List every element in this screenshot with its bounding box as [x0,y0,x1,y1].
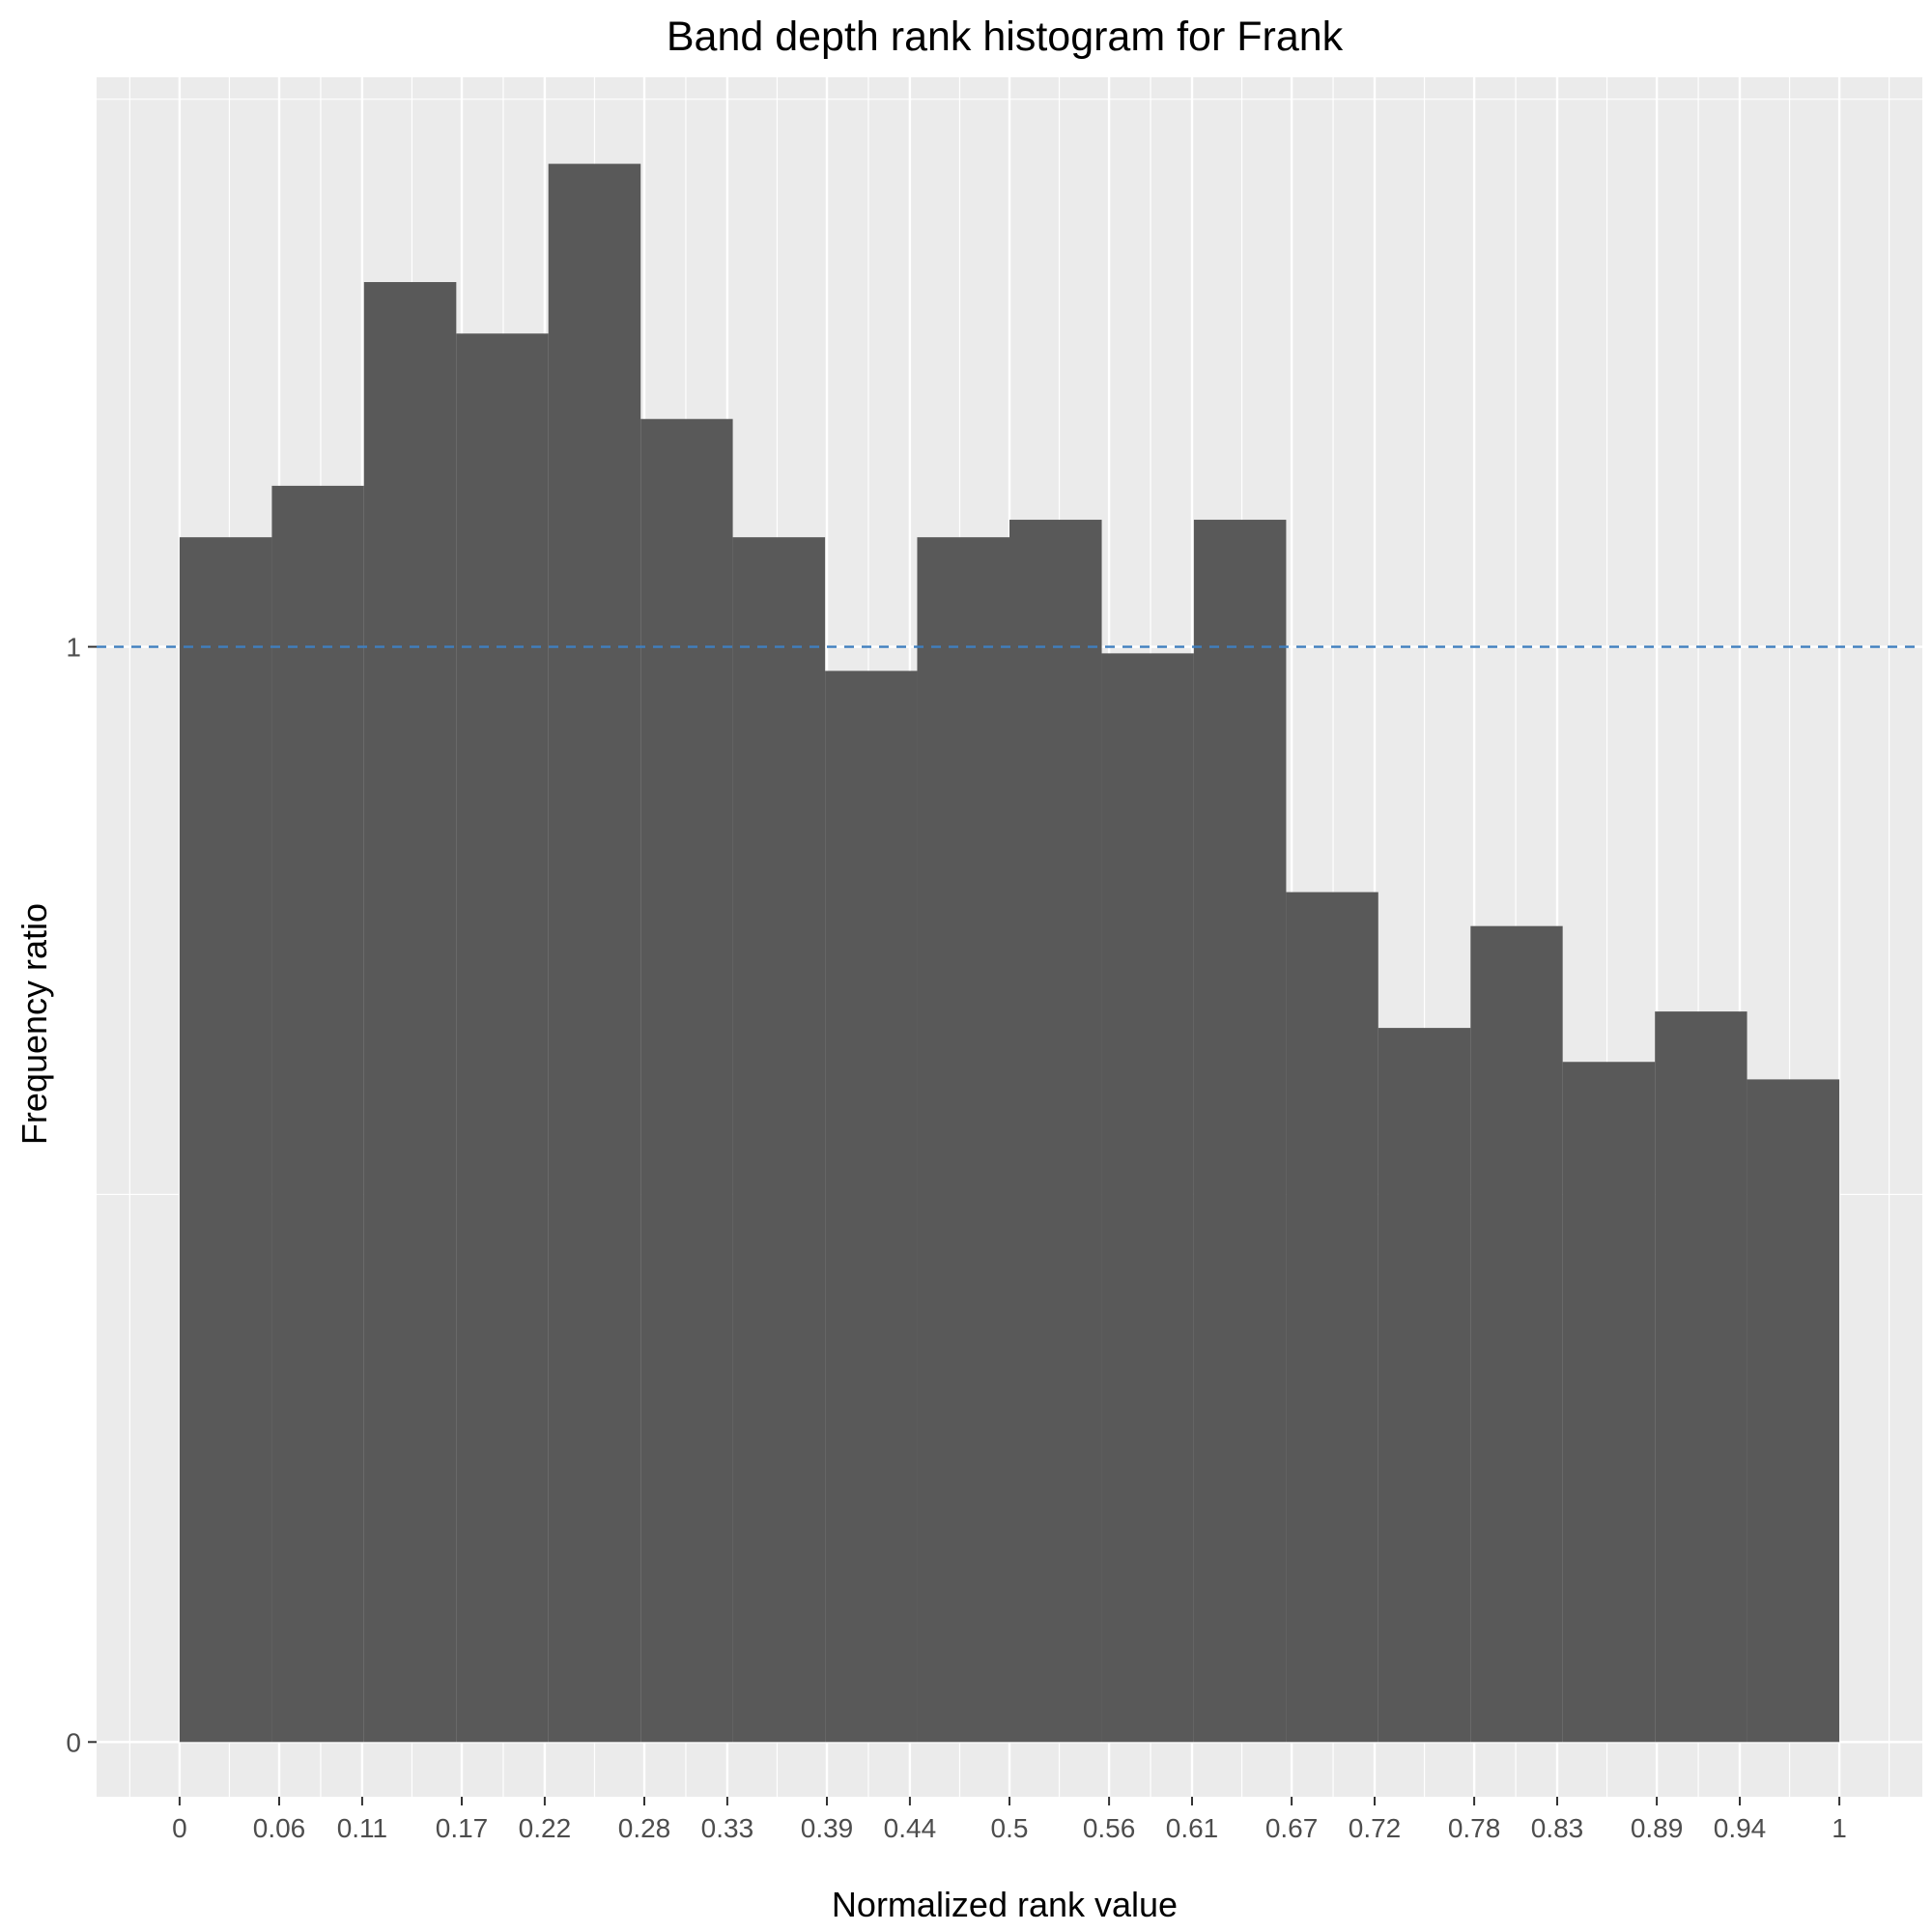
histogram-bar [1655,1011,1747,1743]
histogram-bar [1193,520,1287,1743]
x-tick-label: 0.89 [1631,1813,1684,1843]
x-tick-label: 0.11 [337,1813,387,1843]
histogram-bar [1009,520,1102,1743]
x-tick-label: 0.06 [253,1813,306,1843]
x-axis-label: Normalized rank value [832,1885,1178,1924]
histogram-bar [732,537,826,1743]
x-tick-label: 1 [1832,1813,1847,1843]
x-tick-label: 0.67 [1265,1813,1319,1843]
x-tick-label: 0.39 [801,1813,854,1843]
histogram-bar [1470,925,1563,1743]
histogram-bar [917,537,1009,1743]
histogram-bar [271,485,364,1743]
histogram-bar [1747,1079,1840,1743]
x-tick-label: 0.61 [1166,1813,1219,1843]
x-tick-label: 0.72 [1349,1813,1402,1843]
x-tick-label: 0.94 [1714,1813,1767,1843]
y-tick-label: 0 [66,1727,81,1757]
histogram-bar [1562,1062,1656,1743]
x-tick-label: 0.44 [884,1813,937,1843]
y-axis-ticks: 01 [66,633,97,1757]
histogram-bar [1286,892,1378,1743]
x-tick-label: 0.83 [1531,1813,1584,1843]
x-axis-ticks: 0 0.06 0.11 0.17 0.22 0.28 0.33 0.39 0.44 0.5 0.56… [172,1797,1847,1843]
x-tick-label: 0.22 [519,1813,572,1843]
histogram-bar [456,333,549,1743]
x-tick-label: 0.28 [618,1813,671,1843]
histogram-bar [363,282,457,1743]
histogram-bar [825,670,918,1743]
x-tick-label: 0 [172,1813,187,1843]
histogram-bars [179,163,1840,1743]
x-tick-label: 0.17 [436,1813,489,1843]
y-axis-label: Frequency ratio [14,903,54,1145]
y-tick-label: 1 [66,633,81,663]
histogram-bar [548,163,641,1743]
chart-title: Band depth rank histogram for Frank [667,14,1344,60]
histogram-bar [1378,1028,1471,1743]
histogram-bar [179,537,272,1743]
histogram-bar [1101,653,1194,1743]
histogram-bar [640,418,733,1743]
x-tick-label: 0.56 [1083,1813,1136,1843]
x-tick-label: 0.5 [991,1813,1029,1843]
x-tick-label: 0.78 [1448,1813,1501,1843]
x-tick-label: 0.33 [701,1813,754,1843]
